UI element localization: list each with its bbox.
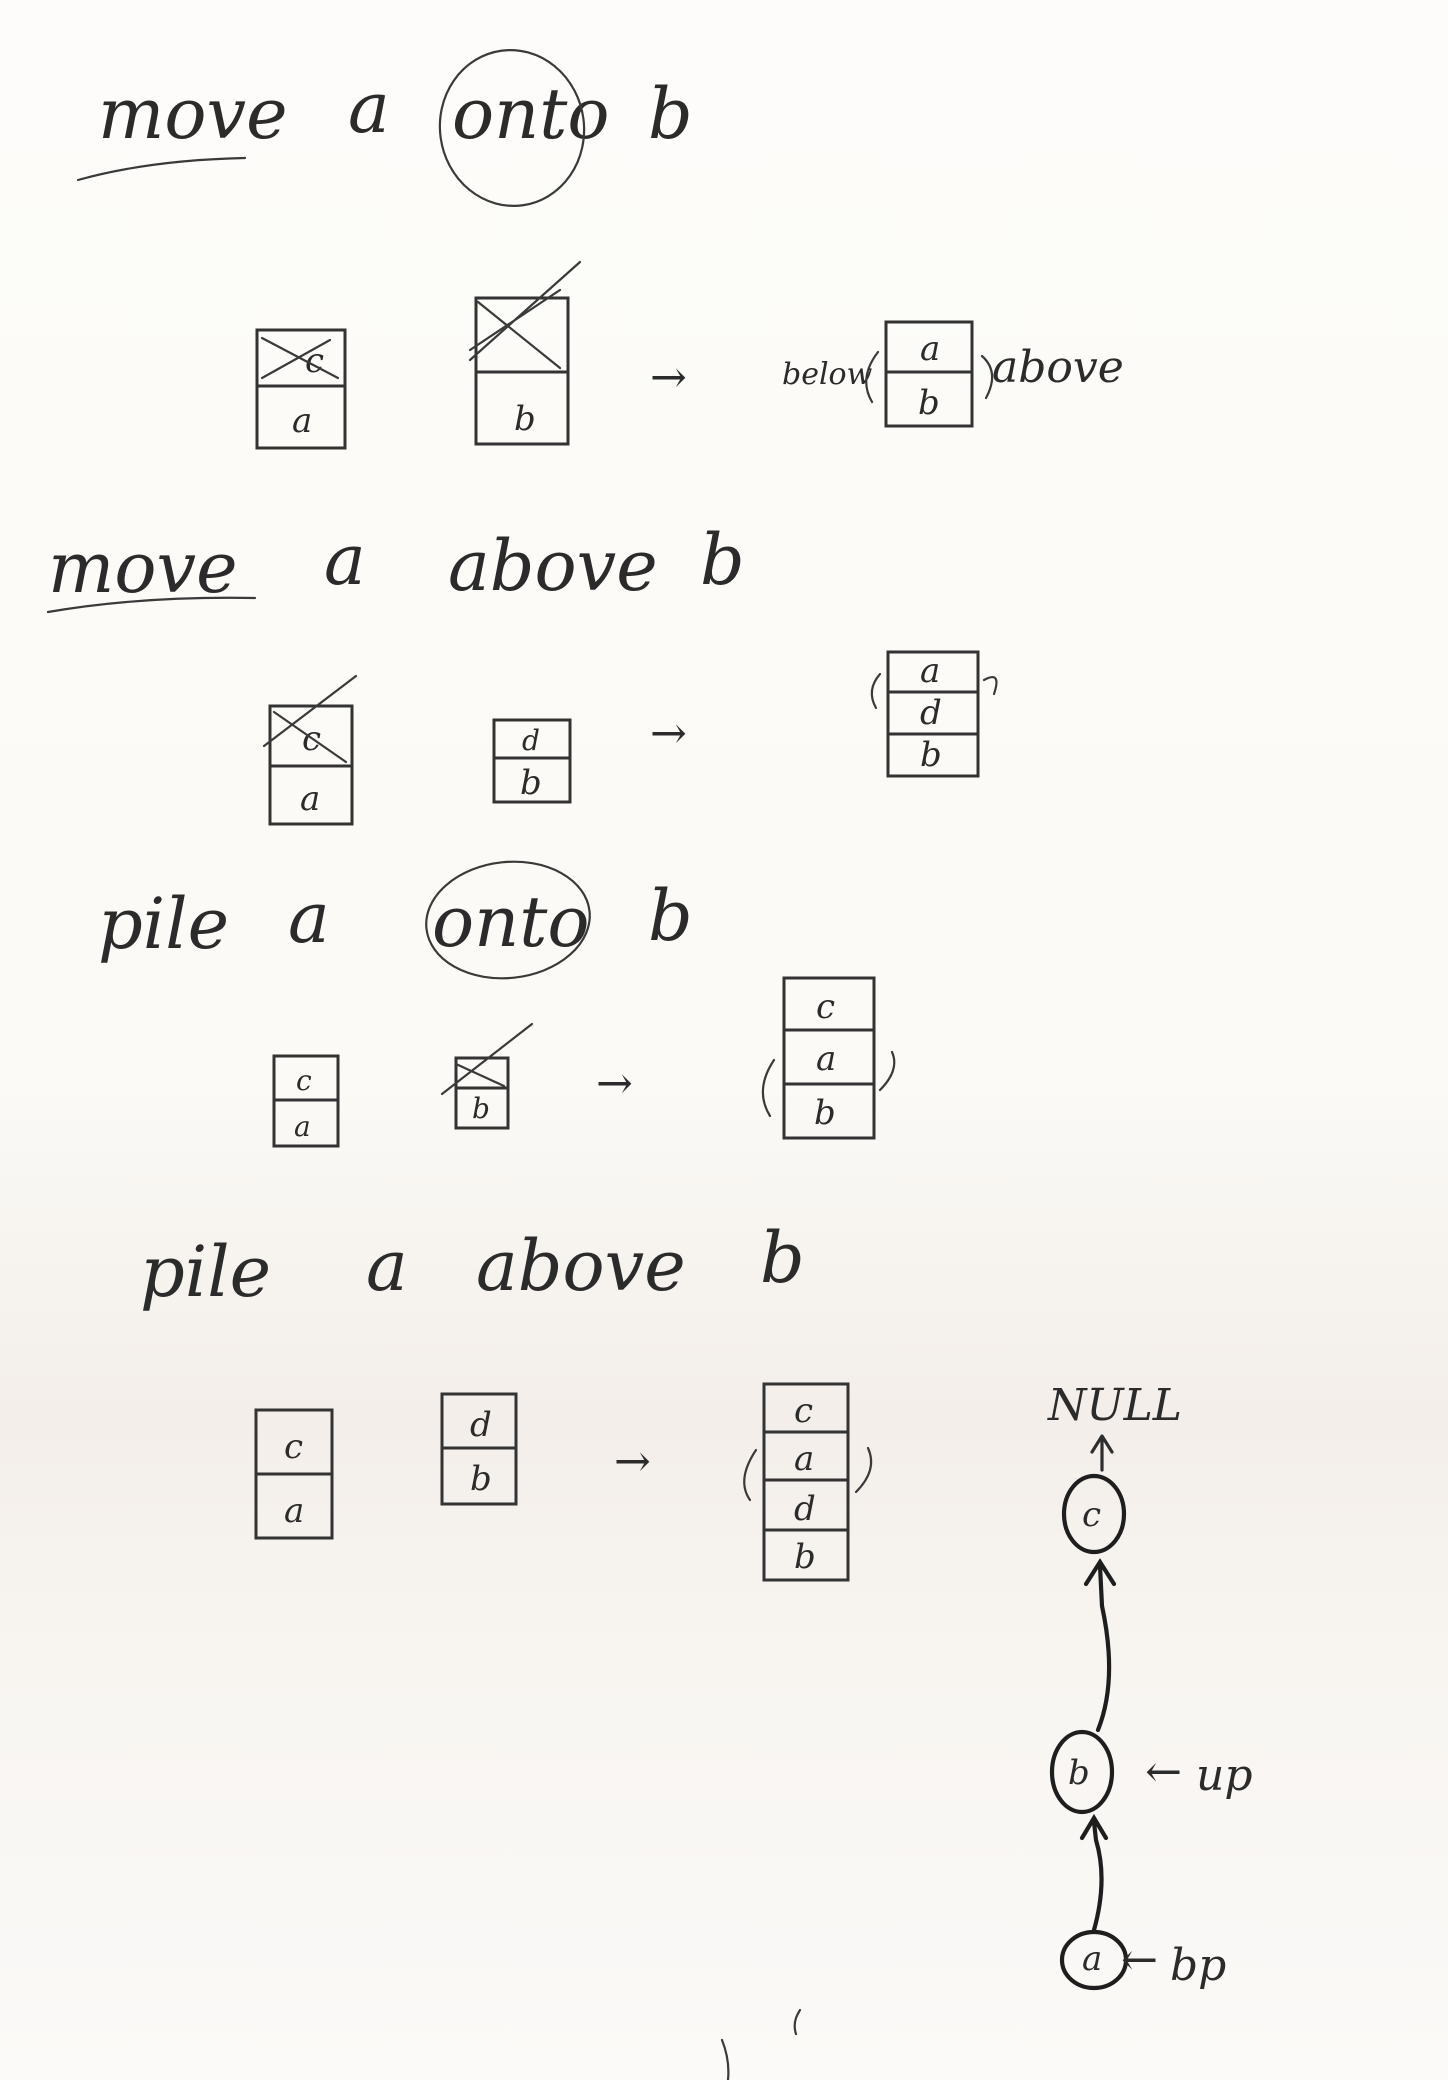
node-b	[1049, 1729, 1115, 1815]
block-b: b	[920, 735, 942, 775]
block-a: a	[294, 1110, 311, 1143]
command-subject: a	[366, 1225, 408, 1307]
return-arrow	[878, 1050, 896, 1092]
block-c: c	[296, 1064, 312, 1097]
command-move-above: move a above b	[46, 519, 745, 614]
node-c	[1061, 1473, 1127, 1555]
block-stack	[782, 976, 876, 1140]
diagram-move-onto: c a b → below a b above	[255, 260, 1124, 450]
arrow: →	[596, 1058, 633, 1109]
command-subject: a	[324, 519, 366, 601]
block-b: b	[514, 399, 536, 439]
block-d: d	[920, 693, 942, 733]
underline	[46, 596, 257, 614]
up-pointer-label: up	[1196, 1750, 1253, 1801]
block-a: a	[794, 1439, 814, 1479]
annotation-below: below	[782, 357, 873, 392]
block-stack	[255, 328, 347, 450]
command-preposition: above	[476, 1225, 686, 1307]
annotation-above: above	[992, 342, 1124, 393]
arrow: →	[650, 708, 687, 759]
block-a: a	[816, 1039, 836, 1079]
block-a: a	[920, 329, 940, 369]
block-c: c	[816, 987, 835, 1027]
stray-mark	[720, 2038, 730, 2080]
arrow: →	[650, 352, 687, 403]
diagram-move-above: c a d b → a d b	[262, 650, 998, 826]
command-move-onto: move a onto b	[76, 49, 693, 207]
arrow-to-null	[1090, 1434, 1114, 1472]
preposition-circle	[438, 49, 586, 207]
arrow: →	[614, 1436, 651, 1487]
command-verb: pile	[98, 883, 229, 965]
cross-out	[262, 674, 358, 764]
block-stack	[884, 320, 974, 428]
block-d: d	[522, 724, 540, 757]
command-pile-above: pile a above b	[140, 1217, 805, 1313]
command-object: b	[648, 875, 693, 957]
node-label: b	[1068, 1753, 1090, 1793]
block-b: b	[520, 763, 542, 803]
block-a: a	[292, 401, 312, 441]
node-label: c	[1082, 1495, 1101, 1535]
return-arrow	[761, 1058, 776, 1118]
block-a: a	[920, 651, 940, 691]
preposition-circle	[425, 860, 591, 980]
node-label: a	[1082, 1939, 1102, 1979]
block-stack	[886, 650, 980, 778]
node-a	[1059, 1929, 1129, 1991]
command-object: b	[700, 519, 745, 601]
block-stack	[454, 1056, 510, 1130]
block-d: d	[470, 1405, 492, 1445]
block-c: c	[794, 1391, 813, 1431]
block-b: b	[470, 1459, 492, 1499]
command-preposition: above	[448, 525, 658, 607]
cross-out	[260, 336, 340, 380]
block-b: b	[814, 1093, 836, 1133]
arrow: →	[1145, 1747, 1182, 1798]
return-arrow	[980, 354, 994, 400]
link-arrow	[1083, 1558, 1117, 1733]
return-arrow	[982, 676, 998, 696]
command-subject: a	[348, 67, 390, 149]
stray-mark	[793, 2008, 802, 2036]
return-arrow	[854, 1446, 873, 1494]
return-arrow	[743, 1448, 758, 1502]
block-a: a	[300, 779, 320, 819]
command-object: b	[648, 73, 693, 155]
underline	[76, 156, 247, 182]
arrow: →	[1121, 1935, 1158, 1986]
link-arrow	[1079, 1813, 1109, 1933]
command-preposition: onto	[432, 881, 590, 963]
block-d: d	[794, 1489, 816, 1529]
block-stack	[762, 1382, 850, 1582]
command-subject: a	[288, 877, 330, 959]
base-pointer-label: bp	[1170, 1940, 1226, 1991]
block-b: b	[918, 383, 940, 423]
diagram-pile-onto: c a b → c a b	[272, 976, 896, 1148]
command-preposition: onto	[452, 73, 610, 155]
block-b: b	[794, 1537, 816, 1577]
block-b: b	[472, 1092, 490, 1125]
command-pile-onto: pile a onto b	[98, 860, 693, 980]
return-arrow	[865, 350, 880, 404]
diagram-pile-above: c a d b → c a d b	[254, 1382, 873, 1582]
cross-out	[468, 260, 582, 370]
cross-out	[440, 1022, 534, 1096]
block-a: a	[284, 1491, 304, 1531]
command-verb: pile	[140, 1231, 271, 1313]
return-arrow	[870, 672, 882, 710]
block-stack	[492, 718, 572, 804]
block-c: c	[284, 1427, 303, 1467]
command-verb: move	[48, 527, 238, 609]
command-verb: move	[98, 73, 288, 155]
linked-list: NULL c b → up a → bp	[1047, 1380, 1253, 1991]
null-terminal: NULL	[1047, 1380, 1182, 1431]
command-object: b	[760, 1217, 805, 1299]
